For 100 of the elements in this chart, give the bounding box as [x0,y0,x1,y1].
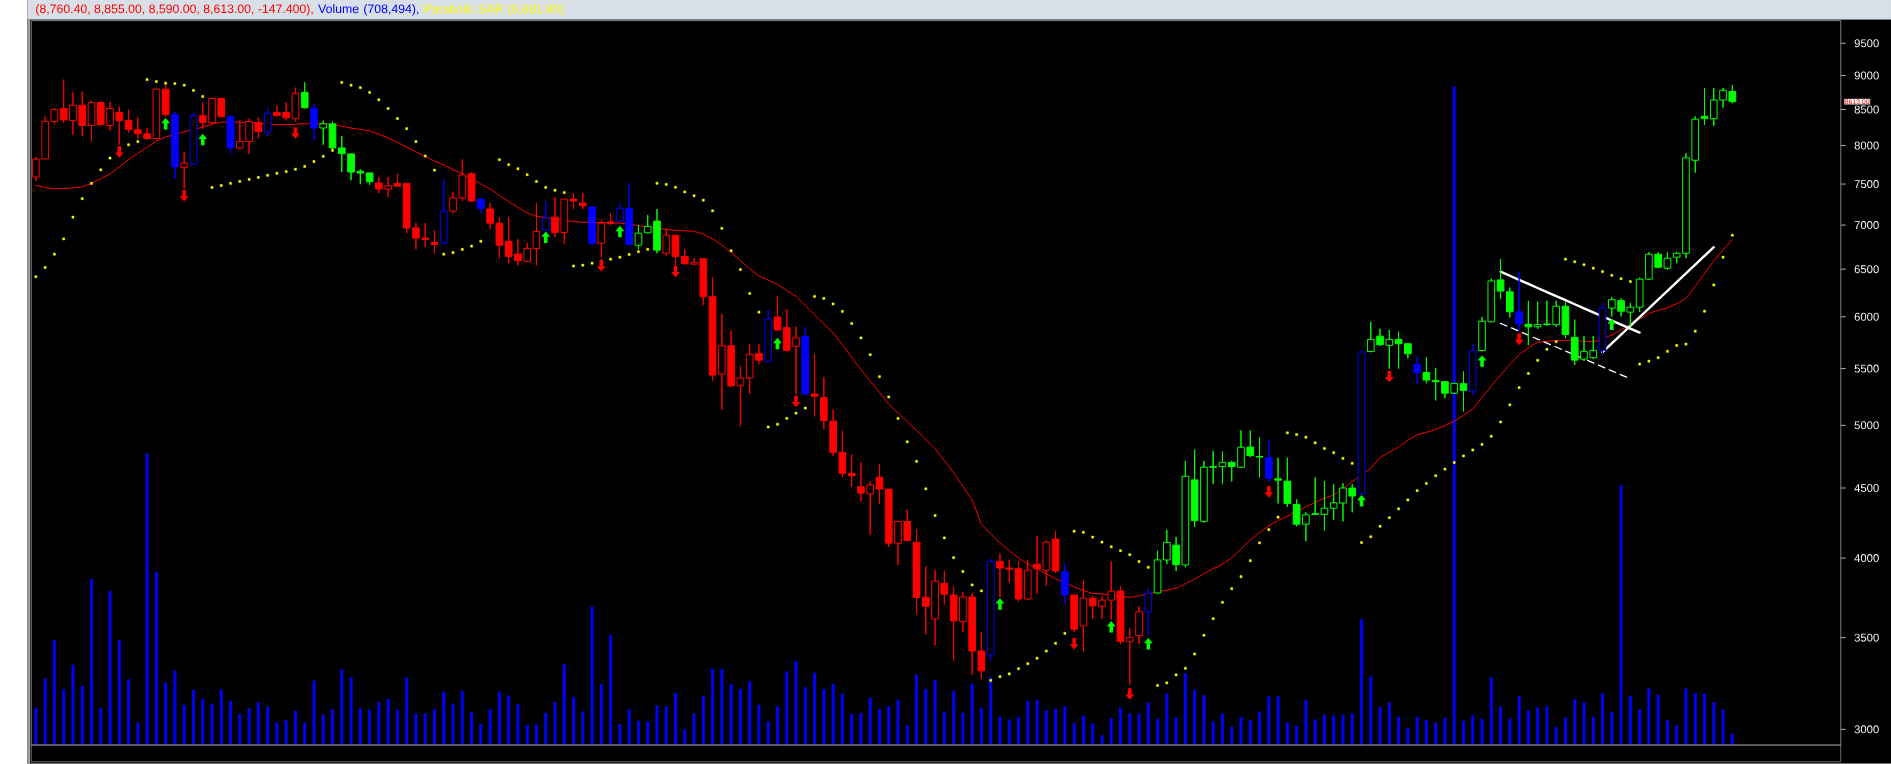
bar [590,606,594,746]
bar [1100,735,1104,746]
bar [1119,707,1122,746]
bar [1054,708,1058,746]
bar [1591,716,1595,746]
bar [1406,728,1410,746]
bar [1665,720,1669,746]
point [791,395,801,408]
bar [99,707,103,746]
bar [1489,677,1493,746]
bar [1369,676,1373,746]
bar [470,712,474,746]
y-tick-label: 5500 [1854,364,1879,373]
bar [738,689,742,746]
candlestick [263,107,272,137]
bar [191,689,195,746]
bar [52,639,56,746]
bar [803,687,807,746]
bar [572,697,576,746]
bar [164,682,168,746]
bar [90,579,93,746]
y-tick-label: 6000 [1854,312,1879,321]
bar [1443,718,1447,746]
bar [924,689,928,746]
bar [1452,86,1456,746]
candlestick [226,116,235,156]
bar [1258,711,1262,746]
y-tick-label: 8000 [1854,141,1879,150]
candlestick [1524,300,1533,346]
text: (708,494), [364,4,419,16]
bar [479,724,483,746]
bar [1332,715,1336,746]
chart-title: (8,760.40, 8,855.00, 8,590.00, 8,613.00, -147.400), [36,4,313,16]
bar [850,714,854,746]
bar [1563,717,1567,746]
bar [516,704,520,746]
bar [1156,718,1160,746]
bar [1128,713,1132,746]
bar [1183,673,1187,746]
candlestick [810,353,819,418]
candlestick [1422,357,1431,384]
bar [1248,720,1252,746]
candlestick [986,558,995,662]
bar [1656,695,1660,746]
point [995,598,1005,610]
point [596,260,606,272]
bar [1693,693,1697,746]
candlestick [1700,87,1709,126]
bar [831,683,835,746]
bar [182,705,186,746]
bar [1146,702,1150,746]
bar [1035,699,1039,746]
bar [219,689,223,746]
bar [1091,723,1095,746]
bar [840,693,844,746]
bar [34,707,38,746]
point [198,133,208,146]
bar [127,679,131,746]
bar [1193,689,1197,746]
bar [1730,733,1734,746]
bar [905,725,909,746]
bar [1276,696,1280,746]
candlestick [1061,562,1069,605]
bar [933,679,937,746]
bar [1137,713,1141,746]
bar [766,721,770,746]
candlestick [365,172,374,186]
bar [442,691,446,746]
bar [1573,699,1577,746]
bar [1350,713,1354,746]
bar [534,724,538,746]
bar [970,683,974,746]
bar [405,677,409,746]
bar [1647,688,1651,746]
candlestick [1357,351,1366,496]
line-series [1499,322,1631,380]
bar [1721,709,1725,746]
bar [1628,695,1632,746]
bar [822,689,826,746]
bar [312,680,316,746]
candlestick [161,84,170,118]
bar [1304,700,1308,746]
candlestick [328,121,337,151]
point [1069,638,1079,650]
bar [729,683,733,746]
bar [1703,693,1706,746]
candlestick [764,309,773,363]
bar [1545,706,1549,746]
candlestick [801,326,810,396]
candlestick [588,206,596,246]
bar [423,713,427,746]
bar [1044,710,1048,746]
candlestick [1274,457,1282,505]
bar [1378,706,1382,746]
bar [229,701,233,746]
bar [1295,726,1299,746]
bar [1165,693,1169,746]
bar [618,724,622,746]
bar [1322,714,1326,746]
bar [1313,719,1317,746]
